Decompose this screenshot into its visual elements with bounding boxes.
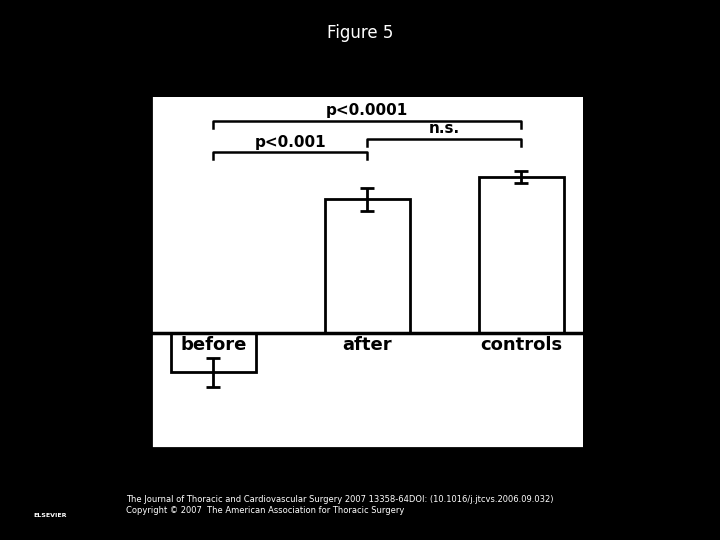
Text: ELSEVIER: ELSEVIER xyxy=(34,512,67,517)
Y-axis label: Curvature (cm⁻¹): Curvature (cm⁻¹) xyxy=(84,194,102,352)
Text: p<0.001: p<0.001 xyxy=(254,134,326,150)
Text: Figure 5: Figure 5 xyxy=(327,24,393,42)
Text: Copyright © 2007  The American Association for Thoracic Surgery: Copyright © 2007 The American Associatio… xyxy=(126,506,405,515)
Text: after: after xyxy=(343,335,392,354)
Text: The Journal of Thoracic and Cardiovascular Surgery 2007 13358-64DOI: (10.1016/j.: The Journal of Thoracic and Cardiovascul… xyxy=(126,495,554,504)
Text: before: before xyxy=(180,335,246,354)
Text: 🌳: 🌳 xyxy=(45,478,56,497)
Bar xyxy=(171,333,256,372)
Text: controls: controls xyxy=(480,335,562,354)
Text: p<0.0001: p<0.0001 xyxy=(326,103,408,118)
Text: n.s.: n.s. xyxy=(428,122,460,137)
Bar xyxy=(479,177,564,333)
Bar xyxy=(325,199,410,333)
